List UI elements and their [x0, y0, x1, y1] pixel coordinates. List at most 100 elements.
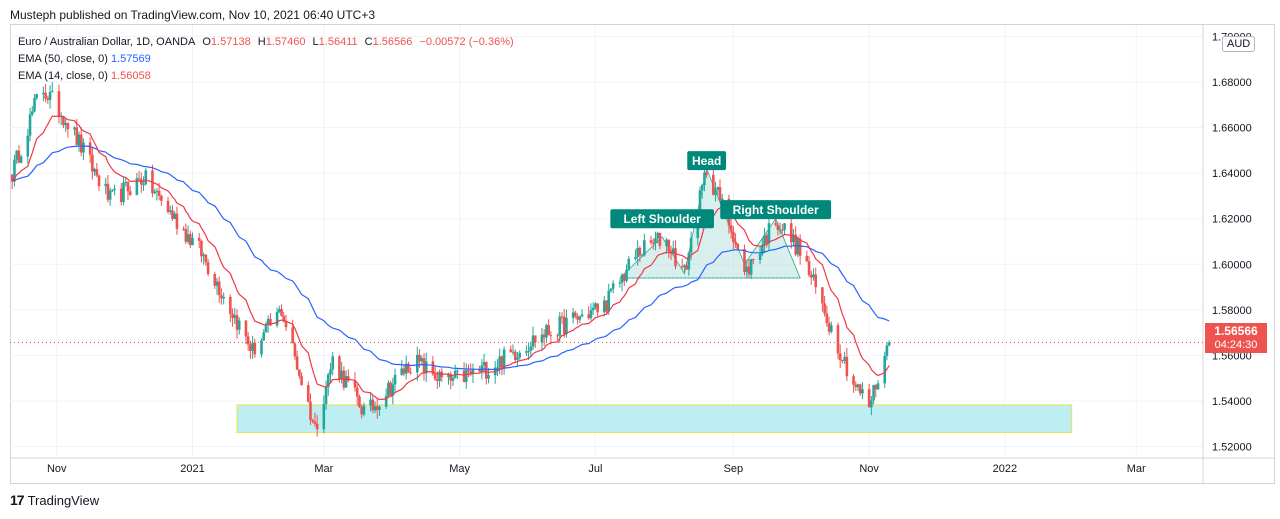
- legend-ema14-value: 1.56058: [110, 70, 151, 82]
- candle-body: [509, 349, 513, 352]
- candle-body: [173, 213, 177, 219]
- candle-body: [160, 195, 163, 201]
- candle-body: [502, 349, 506, 369]
- candle-body: [487, 375, 490, 379]
- candle-body: [689, 237, 693, 253]
- candle-body: [792, 234, 795, 243]
- candle-body: [651, 242, 655, 244]
- candle-body: [776, 224, 780, 230]
- y-tick-label: 1.58000: [1212, 305, 1252, 317]
- candle-body: [362, 405, 366, 415]
- tradingview-logo[interactable]: 17 TradingView: [10, 492, 99, 508]
- candle-body: [729, 225, 733, 232]
- legend-low: 1.56411: [318, 36, 358, 48]
- candle-body: [545, 325, 548, 338]
- candle-body: [229, 296, 232, 314]
- candle-body: [556, 335, 559, 337]
- candle-body: [478, 368, 481, 372]
- currency-badge[interactable]: AUD: [1222, 36, 1256, 52]
- candle-body: [761, 244, 764, 254]
- candle-body: [197, 237, 201, 241]
- candle-body: [625, 269, 628, 281]
- candle-body: [144, 170, 148, 185]
- candle-body: [451, 377, 455, 381]
- candle-body: [93, 169, 96, 172]
- candle-body: [215, 281, 219, 286]
- candle-body: [565, 317, 568, 335]
- legend-ema14-row: EMA (14, close, 0) 1.56058: [18, 68, 518, 85]
- publish-info: Musteph published on TradingView.com, No…: [10, 8, 376, 22]
- candle-body: [213, 273, 217, 286]
- candle-body: [823, 303, 826, 314]
- candle-body: [298, 369, 301, 376]
- candle-body: [404, 363, 408, 374]
- candle-body: [758, 253, 762, 261]
- candle-body: [300, 375, 303, 386]
- y-axis: 1.700001.680001.660001.640001.620001.600…: [1212, 31, 1252, 453]
- candle-body: [845, 356, 849, 377]
- candle-body: [275, 311, 279, 326]
- candle-body: [578, 316, 582, 320]
- candle-body: [284, 321, 288, 328]
- candle-body: [696, 219, 700, 238]
- candle-body: [462, 370, 466, 383]
- candle-body: [605, 300, 608, 312]
- legend-close: 1.56566: [372, 36, 413, 48]
- candle-body: [636, 247, 639, 258]
- candle-body: [796, 238, 800, 255]
- candle-body: [128, 191, 132, 195]
- candle-body: [602, 300, 606, 313]
- x-tick-label: May: [449, 463, 470, 475]
- candle-body: [658, 232, 662, 247]
- candle-body: [783, 223, 786, 230]
- candle-body: [206, 262, 210, 274]
- candle-body: [111, 189, 114, 191]
- candle-body: [885, 345, 889, 356]
- candle-body: [358, 396, 361, 408]
- candle-body: [153, 191, 156, 194]
- candle-body: [291, 327, 294, 344]
- candle-body: [680, 266, 684, 268]
- ema14-line: [11, 115, 890, 401]
- candle-body: [887, 342, 891, 346]
- legend-ema50-value: 1.57569: [110, 53, 151, 65]
- candle-body: [574, 312, 577, 317]
- candle-body: [369, 399, 372, 406]
- candle-body: [122, 182, 125, 203]
- candle-body: [861, 389, 864, 394]
- candle-body: [246, 336, 250, 345]
- candle-body: [313, 421, 317, 424]
- candle-body: [433, 374, 437, 380]
- candle-body: [516, 357, 519, 360]
- candle-body: [623, 274, 626, 281]
- candle-body: [33, 98, 36, 112]
- candle-body: [402, 368, 406, 374]
- candle-body: [513, 351, 517, 360]
- chart-frame[interactable]: [10, 24, 1275, 484]
- y-tick-label: 1.52000: [1212, 442, 1252, 454]
- candle-body: [204, 254, 208, 263]
- candle-body: [687, 252, 691, 270]
- candle-body: [73, 127, 76, 130]
- candle-body: [62, 115, 65, 126]
- grid-lines: [10, 25, 1275, 484]
- candle-body: [540, 334, 544, 343]
- candle-body: [355, 387, 359, 397]
- candle-body: [311, 420, 315, 422]
- candle-body: [705, 172, 708, 175]
- annotation-box: [720, 200, 832, 220]
- candle-body: [393, 374, 397, 385]
- candle-body: [511, 351, 515, 353]
- candle-body: [812, 274, 815, 278]
- annotations: Head Left Shoulder Right Shoulder: [610, 151, 832, 229]
- candle-body: [594, 303, 597, 308]
- candle-body: [338, 356, 341, 380]
- candle-body: [79, 134, 83, 153]
- candle-body: [409, 372, 412, 374]
- candle-body: [876, 383, 880, 390]
- candle-body: [175, 213, 179, 229]
- legend-ema14-label: EMA (14, close, 0): [18, 70, 108, 82]
- candle-body: [794, 234, 797, 255]
- candle-body: [315, 423, 319, 430]
